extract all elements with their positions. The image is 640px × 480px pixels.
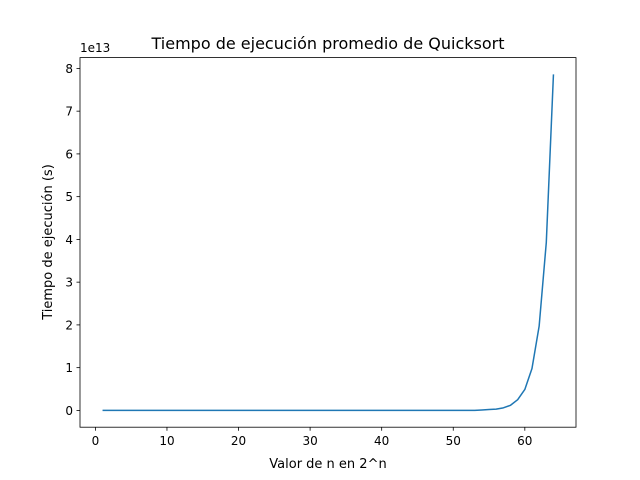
y-tick-label: 5: [65, 190, 73, 204]
y-tick-label: 2: [65, 318, 73, 332]
x-tick-label: 40: [374, 434, 389, 448]
chart-title: Tiempo de ejecución promedio de Quicksor…: [151, 34, 505, 53]
plot-frame: [79, 57, 577, 428]
y-axis-label: Tiempo de ejecución (s): [41, 164, 56, 321]
line-series: [102, 74, 555, 412]
y-tick-label: 1: [65, 361, 73, 375]
y-offset-label: 1e13: [80, 41, 110, 55]
x-tick-label: 10: [159, 434, 174, 448]
x-tick-label: 20: [231, 434, 246, 448]
x-tick-label: 50: [446, 434, 461, 448]
x-axis-label: Valor de n en 2^n: [269, 457, 386, 472]
x-tick-label: 30: [302, 434, 317, 448]
y-tick-label: 8: [65, 62, 73, 76]
y-tick-label: 0: [65, 404, 73, 418]
y-tick-label: 6: [65, 147, 73, 161]
x-tick-label: 60: [517, 434, 532, 448]
y-tick-label: 3: [65, 276, 73, 290]
y-tick-label: 7: [65, 105, 73, 119]
x-tick-label: 0: [92, 434, 100, 448]
y-tick-label: 4: [65, 233, 73, 247]
